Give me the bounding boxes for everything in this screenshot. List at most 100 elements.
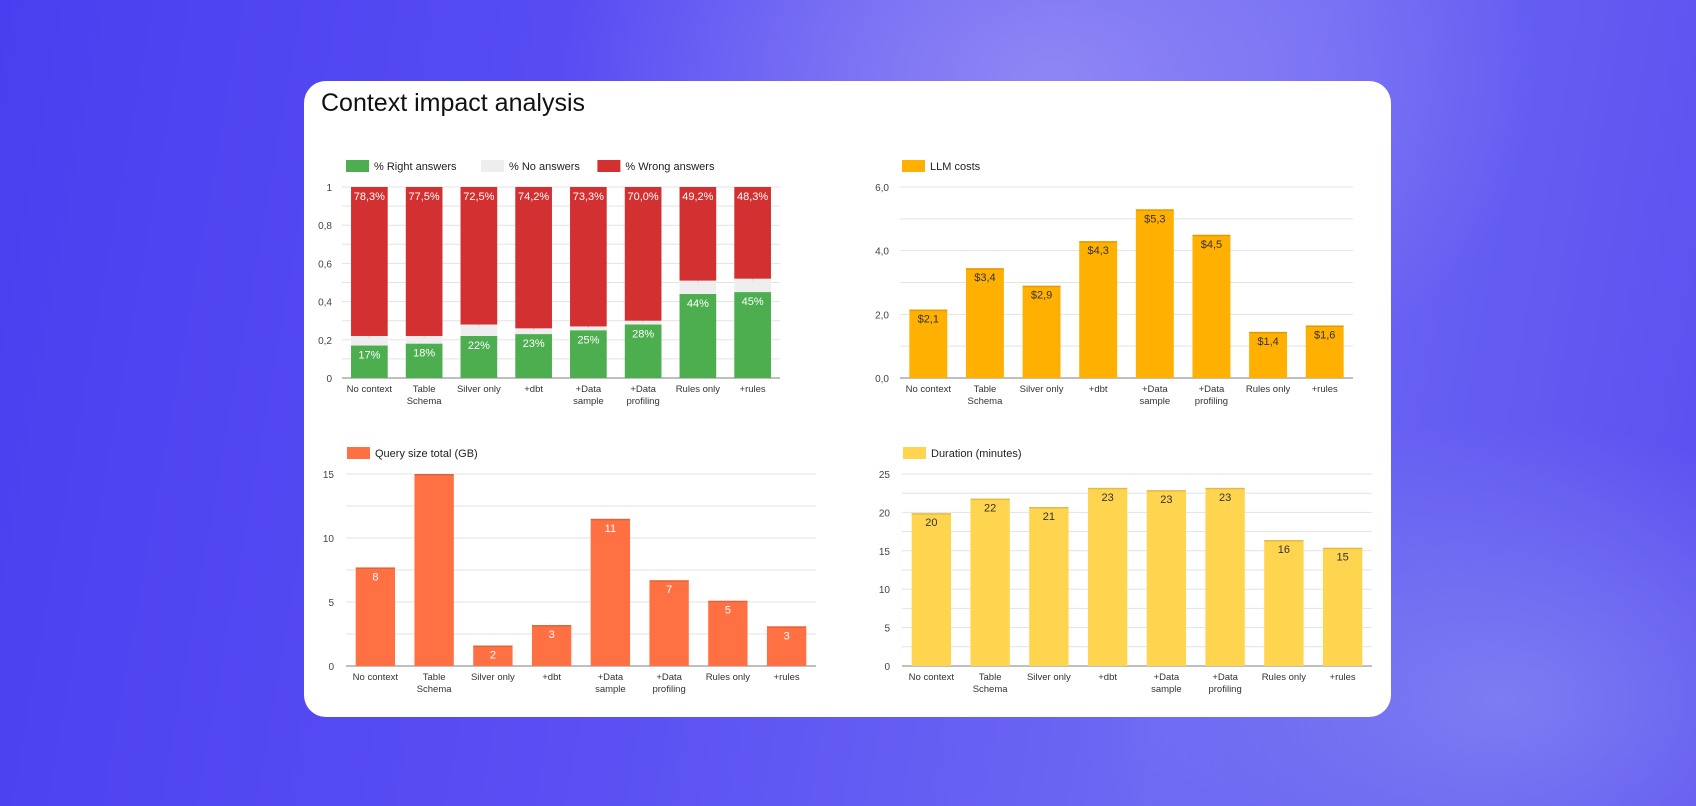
bar: [570, 330, 607, 378]
bar-top-edge: [708, 600, 748, 603]
bar: [1205, 487, 1245, 666]
x-tick-label: +dbt: [1089, 384, 1108, 395]
data-label: 5: [725, 605, 731, 617]
bar: [351, 345, 388, 378]
y-tick-label: 0: [326, 374, 332, 385]
y-tick-label: 0,6: [318, 259, 332, 270]
data-label: $1,6: [1314, 329, 1335, 341]
bar: [473, 645, 513, 666]
x-tick-label: +dbt: [1098, 672, 1117, 683]
bar-top-edge: [414, 474, 454, 476]
data-label: 44%: [687, 298, 709, 310]
y-tick-label: 15: [323, 470, 335, 481]
bar: [734, 187, 771, 279]
bar: [1087, 487, 1128, 666]
chart-4: 0 5 10 15 20 25 Duration (minutes) 20 No context…: [879, 447, 1372, 695]
data-label: 21: [1043, 511, 1055, 523]
bar-top-edge: [1305, 325, 1344, 327]
bar: [1305, 325, 1344, 378]
x-tick-label: No context: [353, 672, 399, 683]
x-tick-label: +Data: [1199, 384, 1225, 395]
y-tick-label: 5: [884, 624, 890, 635]
data-label: 77,5%: [409, 191, 440, 203]
legend-label: Query size total (GB): [375, 448, 478, 460]
data-label: 22%: [468, 340, 490, 352]
x-tick-label: +dbt: [524, 384, 543, 395]
bar: [460, 324, 498, 336]
data-label: $2,1: [918, 314, 939, 326]
x-tick-label: profiling: [1208, 684, 1241, 695]
x-tick-label: Silver only: [471, 672, 515, 683]
y-tick-label: 10: [323, 534, 335, 545]
bar: [649, 580, 689, 666]
y-tick-label: 0,8: [318, 221, 332, 232]
bar: [708, 600, 748, 666]
y-tick-label: 2,0: [875, 310, 889, 321]
x-tick-label: +dbt: [542, 672, 561, 683]
bar-top-edge: [1079, 241, 1118, 243]
bar: [531, 625, 572, 666]
bar: [515, 187, 552, 329]
x-tick-label: Schema: [407, 396, 443, 407]
x-tick-label: No context: [347, 384, 393, 395]
bar-top-edge: [1192, 234, 1231, 237]
bar: [405, 335, 443, 344]
data-label: $2,9: [1031, 290, 1052, 302]
data-label: $4,3: [1087, 245, 1108, 257]
bar: [679, 187, 717, 281]
bar: [590, 518, 631, 666]
bar: [515, 334, 552, 378]
bar-top-edge: [649, 580, 689, 582]
bar: [355, 567, 396, 666]
data-label: $1,4: [1257, 336, 1278, 348]
legend-label: % No answers: [509, 161, 580, 173]
bar: [405, 343, 443, 378]
y-tick-label: 0,4: [318, 298, 332, 309]
bar: [734, 292, 771, 378]
x-tick-label: Schema: [417, 684, 453, 695]
x-tick-label: +Data: [598, 672, 624, 683]
data-label: 3: [784, 630, 790, 642]
data-label: 48,3%: [737, 191, 768, 203]
data-label: 8: [372, 571, 378, 583]
y-tick-label: 1: [326, 183, 332, 194]
x-tick-label: +rules: [1312, 384, 1338, 395]
data-label: 70,0%: [628, 191, 659, 203]
x-tick-label: +rules: [774, 672, 800, 683]
bar: [1192, 234, 1231, 378]
data-label: 45%: [742, 296, 764, 308]
legend-swatch: [903, 447, 926, 459]
bar-top-edge: [1322, 547, 1363, 550]
data-label: 2: [490, 650, 496, 662]
bar: [1022, 285, 1061, 378]
x-tick-label: Table: [974, 384, 997, 395]
bar: [405, 187, 443, 336]
bar: [1029, 507, 1069, 666]
x-tick-label: No context: [906, 384, 952, 395]
bar-top-edge: [1205, 487, 1245, 490]
bar: [414, 474, 454, 666]
bar: [460, 335, 498, 378]
bar: [351, 187, 388, 336]
legend-label: % Wrong answers: [625, 161, 715, 173]
x-tick-label: Rules only: [706, 672, 751, 683]
bar: [679, 293, 717, 378]
x-tick-label: Rules only: [676, 384, 721, 395]
bar-top-edge: [1029, 507, 1069, 509]
x-tick-label: +rules: [740, 384, 766, 395]
data-label: 73,3%: [573, 191, 604, 203]
data-label: 23: [1160, 494, 1172, 506]
bar-top-edge: [965, 268, 1004, 270]
bar-top-edge: [1087, 487, 1128, 490]
y-tick-label: 0: [884, 662, 890, 673]
bar-top-edge: [1022, 285, 1061, 288]
bar-top-edge: [473, 645, 513, 648]
bar: [965, 268, 1004, 378]
y-tick-label: 10: [879, 585, 891, 596]
data-label: 78,3%: [354, 191, 385, 203]
data-label: 72,5%: [463, 191, 494, 203]
bar-top-edge: [909, 309, 948, 312]
data-label: 20: [925, 517, 937, 529]
data-label: 23: [1219, 492, 1231, 504]
